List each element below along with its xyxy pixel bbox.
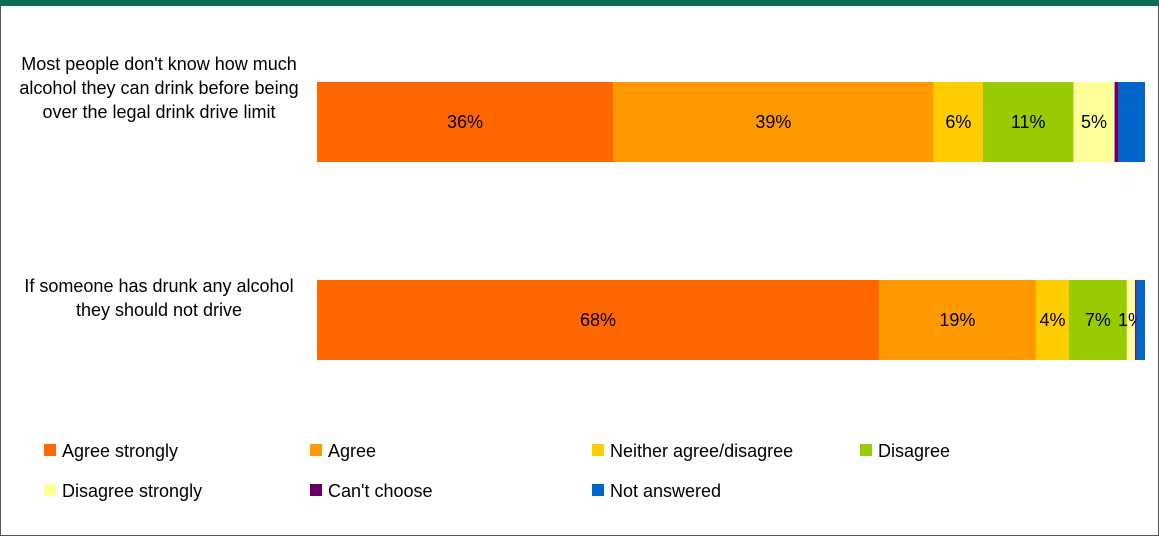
bar-1-series-4 [1126, 280, 1136, 360]
bar-0-series-6 [1118, 82, 1145, 162]
data-label-0-series-1: 39% [755, 112, 791, 132]
bar-0-series-1 [613, 82, 934, 162]
header-bar [0, 0, 1159, 6]
bar-0-series-5 [1114, 82, 1119, 162]
legend-item-6: Not answered [592, 480, 721, 502]
bar-0-series-2 [933, 82, 984, 162]
legend-item-2: Neither agree/disagree [592, 440, 793, 462]
legend-swatch-5 [310, 484, 322, 497]
legend-swatch-0 [44, 444, 56, 457]
data-label-1-series-1: 19% [939, 310, 975, 330]
legend-swatch-3 [860, 444, 872, 457]
legend-item-5: Can't choose [310, 480, 433, 502]
legend-swatch-6 [592, 484, 604, 497]
bar-1-series-5 [1135, 280, 1137, 360]
data-label-0-series-4: 5% [1081, 112, 1107, 132]
data-label-1-series-3: 7% [1085, 310, 1111, 330]
legend-item-0: Agree strongly [44, 440, 178, 462]
legend-swatch-1 [310, 444, 322, 457]
bar-1-series-6 [1136, 280, 1145, 360]
bar-0-series-4 [1073, 82, 1115, 162]
bar-1-series-0 [317, 280, 879, 360]
data-label-0-series-2: 6% [945, 112, 971, 132]
bar-1-series-3 [1068, 280, 1127, 360]
category-label-0: Most people don't know how much alcohol … [19, 54, 299, 122]
bar-0-series-3 [983, 82, 1074, 162]
legend-item-1: Agree [310, 440, 376, 462]
legend-label-5: Can't choose [328, 481, 433, 501]
stacked-bar-chart: 36% 39% 6% 11% 5%68% 19% 4% 7% 1% [317, 82, 1145, 360]
bar-1-series-1 [878, 280, 1036, 360]
data-label-1-series-2: 4% [1039, 310, 1065, 330]
data-label-0-series-3: 11% [1011, 112, 1046, 132]
legend-swatch-4 [44, 484, 56, 497]
legend-swatch-2 [592, 444, 604, 457]
legend-label-1: Agree [328, 441, 377, 461]
legend-label-4: Disagree strongly [62, 481, 203, 501]
bar-1-series-2 [1035, 280, 1069, 360]
data-label-0-series-0: 36% [447, 112, 483, 132]
data-label-1-series-0: 68% [580, 310, 616, 330]
legend-label-6: Not answered [610, 481, 722, 501]
legend-label-0: Agree strongly [62, 441, 179, 461]
legend-item-3: Disagree [860, 440, 950, 462]
legend-label-2: Neither agree/disagree [610, 441, 794, 461]
category-label-1: If someone has drunk any alcohol they sh… [24, 276, 294, 320]
bar-0-series-0 [317, 82, 614, 162]
legend-item-4: Disagree strongly [44, 480, 202, 502]
legend-label-3: Disagree [878, 441, 951, 461]
